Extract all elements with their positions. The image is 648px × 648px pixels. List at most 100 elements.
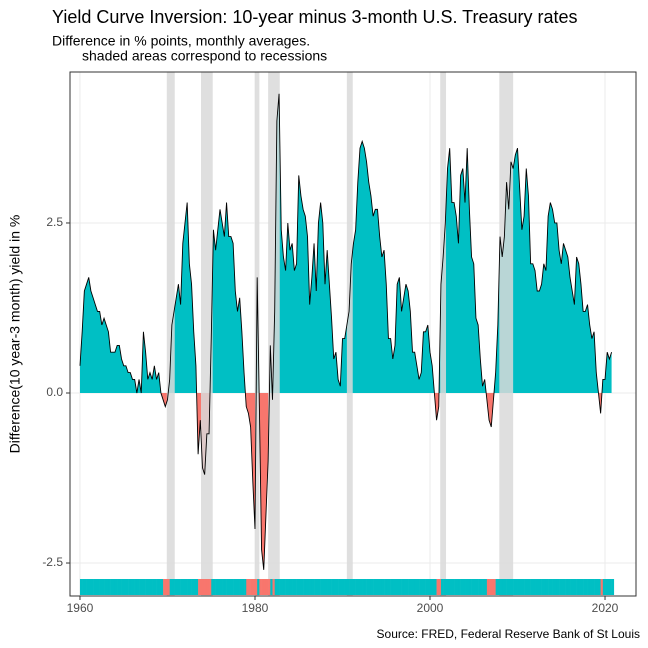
sign-strip — [473, 579, 477, 595]
sign-strip — [114, 579, 118, 595]
sign-strip — [292, 579, 295, 595]
sign-strip — [386, 579, 389, 595]
x-tick-label: 1980 — [242, 601, 269, 615]
sign-strip — [327, 579, 330, 595]
sign-strip — [384, 579, 387, 595]
sign-strip — [121, 579, 125, 595]
sign-strip — [500, 579, 503, 595]
sign-strip — [128, 579, 131, 595]
sign-strip — [289, 579, 293, 595]
sign-strip — [550, 579, 553, 595]
sign-strip — [338, 579, 341, 595]
sign-strip — [344, 579, 348, 595]
area-positive — [79, 93, 612, 393]
sign-strip — [563, 579, 566, 595]
y-tick-label: -2.5 — [42, 555, 63, 569]
sign-strip — [412, 579, 415, 595]
sign-strip — [493, 579, 496, 595]
sign-strip — [552, 579, 556, 595]
sign-strip — [506, 579, 510, 595]
sign-strip — [510, 579, 514, 595]
sign-strip — [467, 579, 470, 595]
sign-strip — [217, 579, 221, 595]
sign-strip — [410, 579, 413, 595]
sign-strip — [602, 579, 606, 595]
chart-title: Yield Curve Inversion: 10-year minus 3-m… — [52, 7, 578, 27]
sign-strip — [478, 579, 481, 595]
sign-strip — [97, 579, 100, 595]
sign-strip — [611, 579, 615, 595]
sign-strip — [276, 579, 280, 595]
sign-strip — [200, 579, 203, 595]
sign-strip — [90, 579, 94, 595]
sign-strip — [250, 579, 254, 595]
recession-band — [200, 72, 213, 596]
sign-strip — [414, 579, 418, 595]
sign-strip — [204, 579, 208, 595]
sign-strip — [388, 579, 391, 595]
sign-strip — [145, 579, 149, 595]
sign-strip — [436, 579, 440, 595]
sign-strip — [314, 579, 317, 595]
sign-strip — [104, 579, 107, 595]
sign-strip — [462, 579, 466, 595]
sign-strip — [574, 579, 577, 595]
sign-strip — [93, 579, 96, 595]
sign-strip — [430, 579, 433, 595]
sign-strip — [399, 579, 402, 595]
sign-strip — [233, 579, 236, 595]
sign-strip — [241, 579, 245, 595]
sign-strip — [379, 579, 383, 595]
sign-strip — [591, 579, 595, 595]
sign-strip — [395, 579, 398, 595]
sign-strip — [480, 579, 483, 595]
sign-strip — [316, 579, 319, 595]
sign-strip — [88, 579, 92, 595]
sign-strip — [320, 579, 324, 595]
sign-strip — [554, 579, 558, 595]
sign-strip — [495, 579, 499, 595]
sign-strip — [580, 579, 584, 595]
sign-strip — [567, 579, 571, 595]
sign-strip — [224, 579, 227, 595]
sign-strip — [537, 579, 540, 595]
x-tick-label: 1960 — [67, 601, 94, 615]
sign-strip — [79, 579, 83, 595]
sign-strip — [377, 579, 380, 595]
sign-strip — [346, 579, 350, 595]
sign-strip — [565, 579, 569, 595]
sign-strip — [349, 579, 352, 595]
sign-strip — [246, 579, 249, 595]
sign-strip — [300, 579, 304, 595]
sign-strip — [331, 579, 335, 595]
sign-strip — [202, 579, 205, 595]
sign-strip — [521, 579, 525, 595]
sign-strip — [252, 579, 256, 595]
sign-strip — [351, 579, 354, 595]
sign-strip — [576, 579, 580, 595]
sign-strip — [502, 579, 505, 595]
sign-strip — [425, 579, 429, 595]
sign-strip — [355, 579, 359, 595]
sign-strip — [318, 579, 321, 595]
sign-strip — [130, 579, 133, 595]
sign-strip — [244, 579, 247, 595]
sign-strip — [143, 579, 146, 595]
sign-strip — [167, 579, 170, 595]
sign-strip — [375, 579, 378, 595]
recession-band — [499, 72, 514, 596]
sign-strip — [609, 579, 612, 595]
sign-strip — [421, 579, 424, 595]
sign-strip — [309, 579, 313, 595]
sign-strip — [149, 579, 153, 595]
sign-strip — [152, 579, 155, 595]
sign-strip — [559, 579, 562, 595]
sign-strip — [539, 579, 542, 595]
sign-strip — [160, 579, 164, 595]
sign-strip — [101, 579, 105, 595]
sign-strip — [187, 579, 190, 595]
sign-strip — [178, 579, 181, 595]
sign-strip — [543, 579, 547, 595]
sign-strip — [322, 579, 326, 595]
sign-strip — [535, 579, 538, 595]
